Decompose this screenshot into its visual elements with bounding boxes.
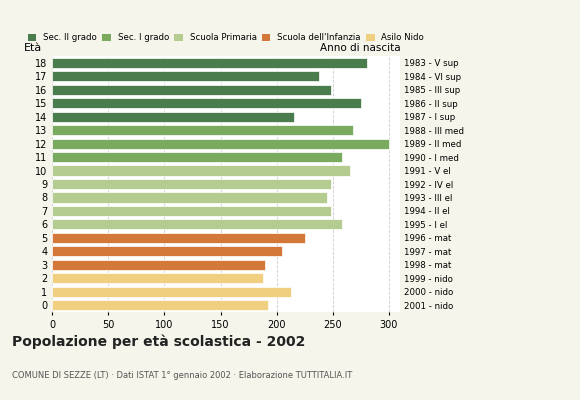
Bar [52, 138, 389, 149]
Text: Età: Età [24, 44, 42, 54]
Bar [52, 85, 331, 95]
Bar [52, 206, 331, 216]
Bar [52, 58, 367, 68]
Text: COMUNE DI SEZZE (LT) · Dati ISTAT 1° gennaio 2002 · Elaborazione TUTTITALIA.IT: COMUNE DI SEZZE (LT) · Dati ISTAT 1° gen… [12, 371, 352, 380]
Bar [52, 152, 342, 162]
Bar [52, 300, 268, 310]
Bar [52, 112, 293, 122]
Bar [52, 287, 291, 297]
Bar [52, 71, 320, 81]
Bar [52, 179, 331, 189]
Legend: Sec. II grado, Sec. I grado, Scuola Primaria, Scuola dell'Infanzia, Asilo Nido: Sec. II grado, Sec. I grado, Scuola Prim… [24, 30, 427, 46]
Bar [52, 246, 282, 256]
Text: Anno di nascita: Anno di nascita [320, 44, 400, 54]
Bar [52, 233, 305, 243]
Text: Popolazione per età scolastica - 2002: Popolazione per età scolastica - 2002 [12, 334, 305, 349]
Bar [52, 273, 263, 283]
Bar [52, 125, 353, 135]
Bar [52, 260, 266, 270]
Bar [52, 166, 350, 176]
Bar [52, 219, 342, 230]
Bar [52, 192, 327, 202]
Bar [52, 98, 361, 108]
